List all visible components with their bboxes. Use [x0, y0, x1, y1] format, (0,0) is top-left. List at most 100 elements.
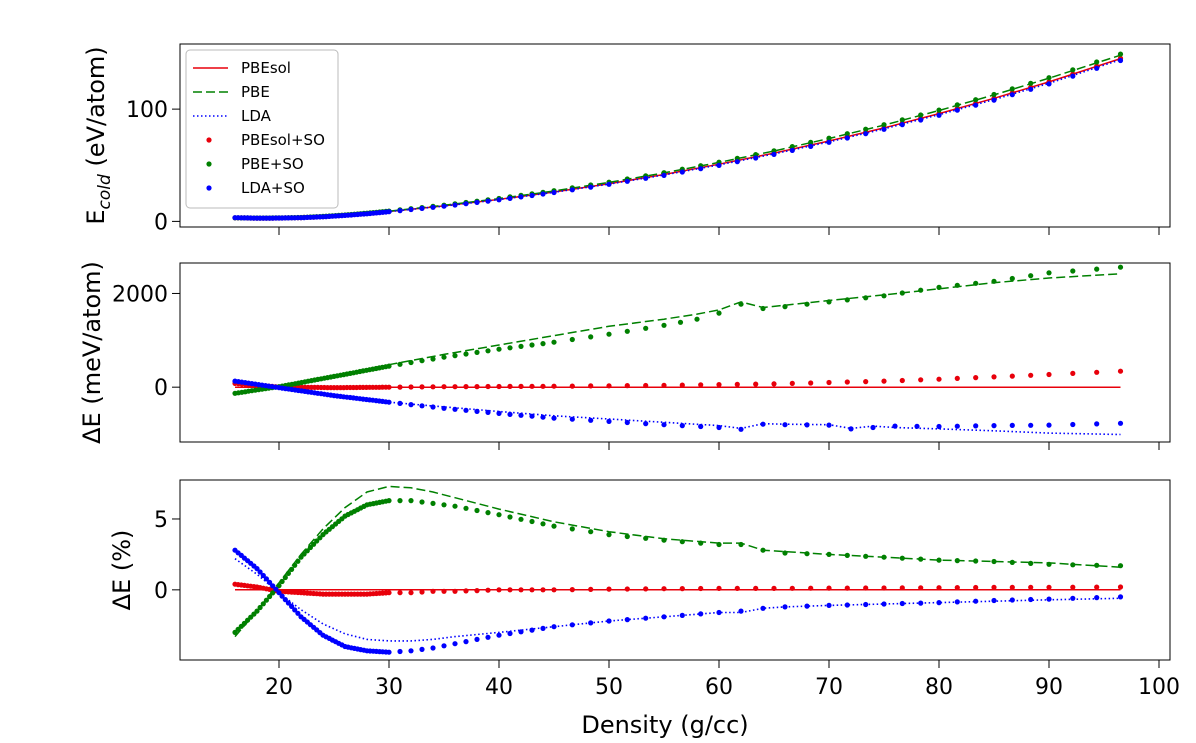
- data-point: [643, 175, 649, 181]
- data-point: [914, 423, 920, 429]
- data-point: [485, 409, 491, 415]
- data-point: [241, 620, 247, 626]
- data-point: [408, 590, 414, 596]
- data-point: [643, 382, 649, 389]
- legend-marker: [206, 185, 212, 191]
- data-point: [936, 376, 942, 382]
- data-point: [661, 614, 667, 620]
- data-point: [789, 380, 795, 386]
- data-point: [679, 423, 685, 429]
- data-point: [441, 203, 447, 209]
- data-point: [863, 601, 869, 608]
- data-point: [1009, 373, 1015, 379]
- data-point: [624, 383, 630, 389]
- data-point: [569, 383, 575, 389]
- data-point: [1046, 596, 1052, 602]
- x-tick-label: 100: [1138, 675, 1180, 700]
- data-point: [808, 143, 814, 149]
- data-point: [606, 586, 612, 592]
- data-point: [267, 579, 273, 586]
- data-point: [789, 144, 795, 150]
- x-tick-label: 80: [925, 675, 953, 700]
- data-point: [624, 178, 630, 184]
- data-point: [529, 342, 535, 348]
- data-point: [899, 600, 905, 607]
- data-point: [452, 406, 458, 412]
- series-line: [234, 485, 1121, 638]
- data-point: [551, 523, 557, 529]
- data-point: [606, 618, 612, 624]
- data-point: [698, 166, 704, 172]
- data-point: [518, 587, 524, 593]
- data-point: [826, 135, 832, 141]
- data-point: [643, 615, 649, 621]
- data-point: [569, 526, 575, 532]
- data-point: [474, 588, 480, 594]
- plot-area: [232, 485, 1124, 655]
- y-axis-label: ΔE (meV/atom): [78, 261, 106, 444]
- data-point: [279, 578, 285, 585]
- data-point: [285, 570, 291, 577]
- data-point: [588, 334, 594, 340]
- data-point: [771, 585, 777, 592]
- data-point: [518, 629, 524, 635]
- data-point: [386, 649, 392, 655]
- data-point: [936, 284, 942, 290]
- data-point: [452, 202, 458, 208]
- series-pbesol-so: [232, 55, 1124, 221]
- data-point: [474, 636, 480, 643]
- data-point: [954, 375, 960, 381]
- data-point: [463, 201, 469, 207]
- series-lda: [234, 58, 1121, 219]
- y-tick-label: 0: [154, 376, 168, 401]
- data-point: [430, 500, 436, 506]
- data-point: [624, 419, 630, 426]
- series-line: [234, 273, 1121, 394]
- data-point: [734, 585, 740, 592]
- data-point: [386, 363, 392, 369]
- data-point: [826, 551, 832, 558]
- data-point: [463, 384, 469, 390]
- panel-bottom: 0 5 ΔE (%) 20 30 40 50 60 70 80 90 100 Density (g/cc…: [108, 479, 1180, 739]
- y-tick-label: 0: [154, 579, 168, 604]
- data-point: [452, 384, 458, 390]
- data-point: [452, 588, 458, 594]
- plot-frame: [179, 43, 1171, 228]
- data-point: [760, 305, 766, 312]
- data-point: [1117, 420, 1124, 426]
- plot-area: [232, 264, 1124, 436]
- data-point: [496, 197, 502, 203]
- data-point: [1028, 86, 1034, 92]
- data-point: [276, 590, 282, 596]
- data-point: [1094, 421, 1100, 427]
- data-point: [289, 603, 295, 610]
- data-point: [1046, 422, 1052, 428]
- data-point: [441, 354, 447, 360]
- data-point: [677, 319, 684, 325]
- data-point: [826, 299, 832, 305]
- series-pbe: [234, 54, 1121, 219]
- data-point: [789, 147, 795, 153]
- data-point: [918, 377, 924, 383]
- data-point: [1117, 584, 1124, 590]
- data-point: [1046, 371, 1052, 378]
- data-point: [716, 541, 722, 548]
- data-point: [661, 422, 667, 428]
- data-point: [430, 356, 436, 362]
- data-point: [397, 400, 403, 406]
- data-point: [1094, 369, 1100, 375]
- data-point: [936, 112, 942, 118]
- data-point: [248, 614, 254, 620]
- data-point: [419, 384, 425, 390]
- data-point: [734, 381, 740, 387]
- data-point: [419, 403, 425, 409]
- data-point: [485, 634, 491, 640]
- data-point: [430, 404, 436, 410]
- data-point: [496, 587, 502, 593]
- legend-label: PBE: [241, 83, 270, 101]
- data-point: [1070, 595, 1076, 601]
- data-point: [918, 287, 924, 293]
- series-pbesol-so: [232, 581, 1124, 597]
- data-point: [808, 585, 814, 591]
- data-point: [518, 343, 524, 349]
